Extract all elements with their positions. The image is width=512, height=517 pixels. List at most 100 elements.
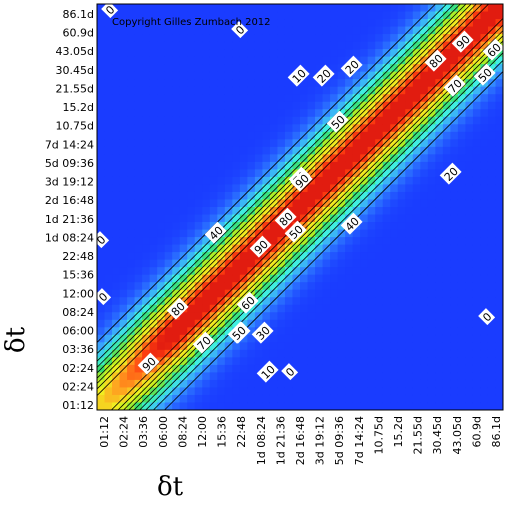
heatmap-cell	[322, 297, 331, 306]
heatmap-cell	[119, 41, 128, 50]
heatmap-cell	[352, 94, 361, 103]
heatmap-cell	[472, 222, 482, 231]
heatmap-cell	[224, 357, 233, 366]
heatmap-cell	[127, 161, 136, 171]
heatmap-cell	[337, 161, 346, 171]
heatmap-cell	[202, 289, 211, 298]
heatmap-cell	[262, 214, 271, 223]
heatmap-cell	[254, 214, 264, 223]
heatmap-cell	[390, 282, 399, 291]
heatmap-cell	[142, 56, 151, 65]
heatmap-cell	[465, 94, 474, 103]
heatmap-cell	[179, 64, 188, 73]
heatmap-cell	[149, 364, 158, 374]
heatmap-cell	[487, 169, 497, 178]
heatmap-cell	[202, 237, 211, 246]
heatmap-cell	[330, 402, 339, 410]
heatmap-cell	[487, 11, 497, 20]
heatmap-cell	[127, 169, 136, 178]
heatmap-cell	[300, 26, 309, 35]
heatmap-cell	[262, 379, 271, 389]
heatmap-cell	[457, 222, 467, 231]
heatmap-cell	[97, 11, 106, 20]
heatmap-cell	[465, 237, 474, 246]
heatmap-cell	[172, 364, 181, 374]
heatmap-cell	[127, 94, 136, 103]
heatmap-cell	[254, 222, 264, 231]
heatmap-cell	[187, 379, 196, 389]
heatmap-cell	[480, 364, 489, 374]
heatmap-cell	[149, 267, 158, 276]
heatmap-cell	[330, 184, 339, 193]
heatmap-cell	[427, 289, 436, 298]
heatmap-cell	[179, 101, 188, 110]
heatmap-cell	[315, 124, 324, 133]
heatmap-cell	[442, 109, 451, 118]
heatmap-cell	[134, 252, 143, 261]
heatmap-cell	[292, 274, 301, 283]
heatmap-cell	[450, 176, 459, 186]
heatmap-cell	[134, 342, 143, 351]
heatmap-cell	[262, 124, 271, 133]
heatmap-cell	[209, 327, 218, 336]
contour-label: 0	[478, 308, 496, 326]
heatmap-cell	[254, 154, 264, 163]
heatmap-cell	[307, 19, 316, 28]
heatmap-cell	[360, 327, 369, 336]
heatmap-cell	[360, 34, 369, 43]
heatmap-cell	[292, 41, 301, 50]
heatmap-cell	[232, 349, 241, 358]
heatmap-cell	[352, 357, 361, 366]
heatmap-cell	[495, 387, 503, 396]
heatmap-cell	[382, 334, 391, 343]
heatmap-cell	[269, 26, 279, 35]
heatmap-cell	[382, 116, 391, 125]
heatmap-cells	[97, 4, 503, 410]
heatmap-cell	[277, 312, 286, 321]
heatmap-cell	[472, 64, 482, 73]
heatmap-cell	[217, 327, 226, 336]
heatmap-cell	[337, 41, 346, 50]
heatmap-cell	[375, 146, 384, 155]
heatmap-cell	[495, 86, 503, 95]
heatmap-cell	[157, 282, 166, 291]
heatmap-cell	[412, 394, 421, 404]
heatmap-cell	[390, 154, 399, 163]
heatmap-cell	[104, 244, 113, 253]
heatmap-cell	[465, 4, 474, 13]
heatmap-cell	[405, 49, 414, 58]
heatmap-cell	[352, 289, 361, 298]
heatmap-cell	[412, 109, 421, 118]
heatmap-cell	[322, 19, 331, 28]
heatmap-cell	[187, 319, 196, 328]
heatmap-cell	[209, 342, 218, 351]
heatmap-cell	[254, 394, 264, 404]
heatmap-cell	[405, 274, 414, 283]
heatmap-cell	[322, 229, 331, 238]
heatmap-cell	[457, 64, 467, 73]
heatmap-cell	[472, 372, 482, 381]
heatmap-cell	[337, 364, 346, 374]
heatmap-cell	[277, 199, 286, 208]
heatmap-cell	[97, 79, 106, 88]
heatmap-cell	[239, 64, 248, 73]
heatmap-cell	[127, 56, 136, 65]
heatmap-cell	[480, 334, 489, 343]
heatmap-cell	[465, 86, 474, 95]
x-tick-label: 21.55d	[412, 416, 425, 454]
contour-label-background	[424, 49, 447, 72]
heatmap-cell	[112, 41, 121, 50]
heatmap-cell	[330, 274, 339, 283]
heatmap-cell	[179, 161, 188, 171]
heatmap-cell	[247, 342, 256, 351]
heatmap-cell	[457, 372, 467, 381]
heatmap-cell	[307, 372, 316, 381]
heatmap-cell	[427, 394, 436, 404]
heatmap-cell	[224, 184, 233, 193]
heatmap-cell	[420, 259, 429, 268]
heatmap-cell	[480, 282, 489, 291]
heatmap-cell	[405, 191, 414, 201]
heatmap-cell	[172, 11, 181, 20]
heatmap-cell	[209, 199, 218, 208]
heatmap-cell	[172, 237, 181, 246]
